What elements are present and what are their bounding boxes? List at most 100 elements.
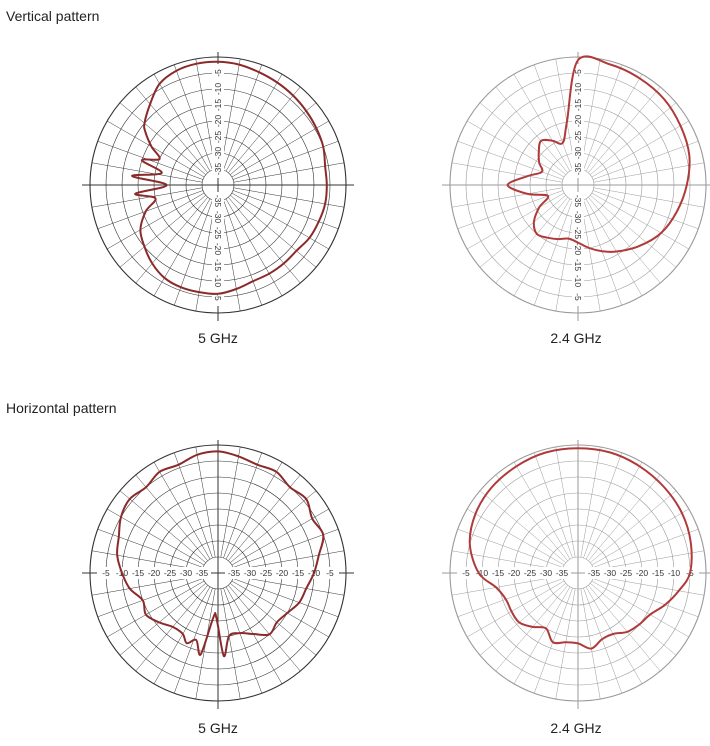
grid-spoke: [593, 550, 705, 571]
grid-spoke: [223, 64, 263, 171]
tick-label-bg: [161, 567, 179, 579]
grid-spoke: [580, 446, 601, 558]
grid-spoke: [91, 575, 203, 596]
tick-label: -25: [213, 131, 223, 144]
tick-label: -25: [524, 568, 537, 578]
tick-label-bg: [572, 288, 584, 306]
tick-label-bg: [129, 567, 147, 579]
polar-plot-vertical-5ghz: -5 -5 -10 -10 -15 -15 -20 -20 -25 -25 -30 -30 -35 -35: [78, 52, 358, 322]
tick-label: -30: [540, 568, 553, 578]
tick-label: -35: [573, 195, 583, 208]
radial-labels: -5-5-10-10-15-15-20-20-25-25-30-30-35-35: [97, 567, 339, 579]
tick-label-bg: [633, 567, 651, 579]
grid-spoke: [153, 74, 211, 172]
grid-spoke: [223, 587, 263, 694]
tick-label: -20: [276, 568, 289, 578]
horizontal-pattern-title: Horizontal pattern: [6, 400, 117, 416]
polar-svg: -5 -5 -10 -10 -15 -15 -20 -20 -25 -25 -30 -30 -35 -35: [82, 52, 354, 321]
tick-label: -20: [213, 115, 223, 128]
caption-horizontal-24ghz: 2.4 GHz: [550, 720, 602, 736]
grid-spoke: [583, 587, 623, 694]
tick-label-bg: [145, 567, 163, 579]
grid-spoke: [225, 462, 283, 560]
grid-spoke: [451, 187, 563, 208]
grid-spoke: [590, 490, 677, 563]
caption-vertical-5ghz: 5 GHz: [198, 330, 238, 346]
tick-label-bg: [572, 160, 584, 178]
grid-spoke: [232, 190, 339, 230]
tick-label-bg: [212, 224, 224, 242]
tick-label: -5: [213, 293, 223, 301]
grid-spoke: [588, 585, 661, 672]
grid-spoke: [225, 586, 283, 684]
grid-spoke: [583, 199, 623, 306]
grid-spoke: [591, 192, 689, 250]
grid-spoke: [153, 462, 211, 560]
grid-spoke: [495, 86, 568, 173]
tick-label-bg: [572, 144, 584, 162]
grid-spoke: [588, 86, 661, 173]
tick-label-bg: [212, 256, 224, 274]
grid-spoke: [97, 528, 204, 568]
grid-spoke: [495, 474, 568, 561]
grid-spoke: [580, 588, 601, 700]
radial-labels: -5-5-10-10-15-15-20-20-25-25-30-30-35-35: [212, 64, 224, 306]
grid-spoke: [195, 58, 216, 170]
grid-spoke: [593, 162, 705, 183]
grid-spoke: [232, 528, 339, 568]
tick-label-bg: [241, 567, 259, 579]
grid-spoke: [97, 578, 204, 618]
tick-label-bg: [572, 96, 584, 114]
grid-spoke: [220, 446, 241, 558]
tick-label-bg: [212, 112, 224, 130]
tick-label-bg: [212, 96, 224, 114]
tick-label: -35: [228, 568, 241, 578]
grid-spoke: [91, 187, 203, 208]
grid-spoke: [457, 578, 564, 618]
tick-label-bg: [457, 567, 475, 579]
tick-label: -10: [213, 83, 223, 96]
grid-spoke: [467, 508, 565, 566]
polar-plot-horizontal-24ghz: -5 -5 -10 -10 -15 -15 -20 -20 -25 -25 -30 -30 -35 -35: [438, 440, 710, 710]
tick-label-bg: [212, 128, 224, 146]
grid-spoke: [479, 195, 566, 268]
grid-spoke: [593, 187, 705, 208]
grid-spoke: [592, 578, 699, 618]
grid-spoke: [533, 587, 573, 694]
grid-spoke: [467, 192, 565, 250]
tick-label: -25: [164, 568, 177, 578]
tick-label-bg: [572, 224, 584, 242]
grid-spoke: [231, 508, 329, 566]
grid-spoke: [585, 462, 643, 560]
grid-spoke: [223, 452, 263, 559]
grid-spoke: [231, 120, 329, 178]
grid-spoke: [555, 588, 576, 700]
tick-label: -5: [326, 568, 334, 578]
grid-spoke: [457, 190, 564, 230]
grid-spoke: [451, 575, 563, 596]
tick-label: -30: [573, 147, 583, 160]
radiation-pattern-trace: [506, 55, 691, 253]
grid-spoke: [135, 585, 208, 672]
tick-label-bg: [521, 567, 539, 579]
grid-spoke: [467, 580, 565, 638]
grid-spoke: [107, 192, 205, 250]
grid-spoke: [153, 198, 211, 296]
grid-spoke: [592, 190, 699, 230]
grid-spoke: [591, 580, 689, 638]
polar-plot-horizontal-5ghz: -5 -5 -10 -10 -15 -15 -20 -20 -25 -25 -30 -30 -35 -35: [78, 440, 358, 710]
grid-spoke: [220, 200, 241, 312]
grid-spoke: [220, 58, 241, 170]
tick-label: -15: [132, 568, 145, 578]
grid-spoke: [230, 102, 317, 175]
grid-spoke: [533, 64, 573, 171]
grid-spoke: [457, 140, 564, 180]
grid-spoke: [233, 550, 345, 571]
grid-spoke: [580, 200, 601, 312]
tick-label: -15: [213, 259, 223, 272]
grid-spoke: [592, 140, 699, 180]
grid-spoke: [513, 74, 571, 172]
radial-labels: -5-5-10-10-15-15-20-20-25-25-30-30-35-35: [572, 64, 584, 306]
tick-label: -20: [636, 568, 649, 578]
grid-spoke: [225, 74, 283, 172]
